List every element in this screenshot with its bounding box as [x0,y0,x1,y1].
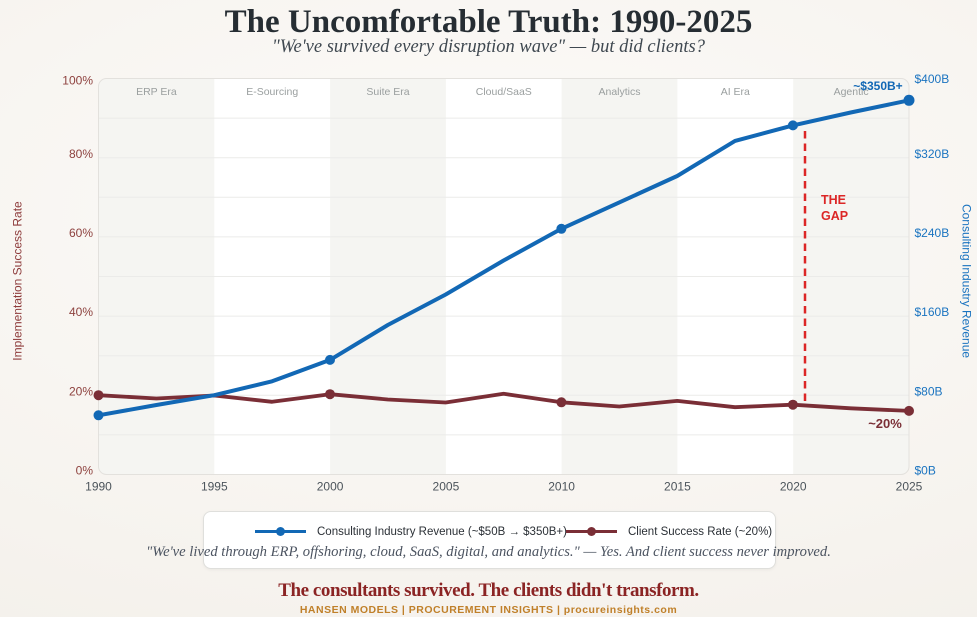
svg-text:1995: 1995 [201,480,228,494]
svg-text:$160B: $160B [915,305,950,319]
svg-text:1990: 1990 [85,480,112,494]
svg-text:Implementation Success Rate: Implementation Success Rate [11,201,25,361]
svg-text:Analytics: Analytics [598,86,640,98]
svg-text:Agentic: Agentic [834,86,869,98]
svg-text:$0B: $0B [915,464,936,478]
svg-text:Cloud/SaaS: Cloud/SaaS [476,86,532,98]
svg-text:$320B: $320B [915,147,950,161]
svg-text:GAP: GAP [821,209,848,223]
svg-text:THE: THE [821,193,846,207]
svg-text:20%: 20% [69,384,93,398]
svg-text:2010: 2010 [548,480,575,494]
svg-text:$400B: $400B [915,72,950,86]
svg-text:80%: 80% [69,147,93,161]
svg-text:~20%: ~20% [868,416,902,431]
svg-text:Suite Era: Suite Era [366,86,409,98]
svg-text:~$350B+: ~$350B+ [853,79,902,93]
svg-text:2020: 2020 [780,480,807,494]
svg-text:40%: 40% [69,305,93,319]
svg-text:$240B: $240B [915,226,950,240]
svg-text:ERP Era: ERP Era [136,86,177,98]
svg-text:2025: 2025 [896,480,923,494]
svg-text:60%: 60% [69,226,93,240]
svg-text:2005: 2005 [433,480,460,494]
svg-text:0%: 0% [76,464,94,478]
svg-text:Consulting Industry Revenue: Consulting Industry Revenue [960,204,974,358]
svg-text:2000: 2000 [317,480,344,494]
svg-text:E-Sourcing: E-Sourcing [246,86,298,98]
svg-text:AI Era: AI Era [721,86,750,98]
svg-text:100%: 100% [62,73,93,87]
svg-text:2015: 2015 [664,480,691,494]
svg-text:$80B: $80B [915,384,943,398]
